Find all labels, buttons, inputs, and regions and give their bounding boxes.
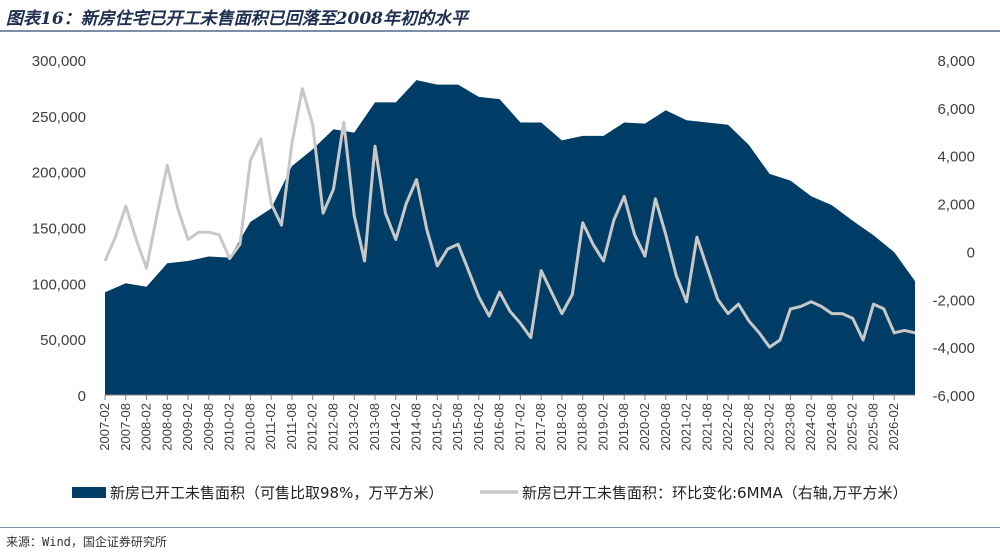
x-tick-label: 2022-08 <box>741 403 756 451</box>
x-tick-label: 2012-08 <box>326 403 341 451</box>
line-layer <box>103 87 916 349</box>
x-tick-label: 2025-02 <box>845 403 860 451</box>
x-tick-label: 2025-08 <box>866 403 881 451</box>
x-tick-label: 2021-02 <box>679 403 694 451</box>
x-tick-label: 2017-08 <box>533 403 548 451</box>
x-tick-label: 2011-02 <box>263 403 278 450</box>
x-tick-label: 2008-08 <box>159 403 174 451</box>
x-tick-label: 2018-02 <box>554 403 569 451</box>
left-tick-label: 200,000 <box>32 165 86 182</box>
x-tick-label: 2024-08 <box>824 403 839 451</box>
legend-label-area: 新房已开工未售面积（可售比取98%，万平方米） <box>110 484 443 502</box>
x-tick-label: 2007-02 <box>97 403 112 451</box>
x-tick-label: 2013-02 <box>346 403 361 451</box>
x-tick-label: 2010-08 <box>242 403 257 451</box>
x-tick-label: 2012-02 <box>305 403 320 451</box>
x-tick-label: 2015-02 <box>429 403 444 451</box>
legend: 新房已开工未售面积（可售比取98%，万平方米） 新房已开工未售面积：环比变化:6… <box>72 484 908 502</box>
x-tick-label: 2026-02 <box>886 403 901 451</box>
x-tick-label: 2013-08 <box>367 403 382 451</box>
x-tick-label: 2017-02 <box>512 403 527 451</box>
x-axis: 2007-02 2007-08 2008-02 2008-08 2009-02 2009-… <box>97 394 915 451</box>
x-tick-label: 2009-08 <box>201 403 216 451</box>
x-tick-label: 2019-02 <box>596 403 611 451</box>
legend-label-line: 新房已开工未售面积：环比变化:6MMA（右轴,万平方米） <box>522 484 908 502</box>
source-divider <box>0 527 1000 528</box>
x-tick-label: 2007-08 <box>118 403 133 451</box>
legend-swatch-area <box>72 487 106 498</box>
left-tick-label: 150,000 <box>32 221 86 238</box>
right-tick-label: 4,000 <box>937 149 975 166</box>
x-tick-label: 2020-02 <box>637 403 652 451</box>
x-tick-label: 2014-08 <box>409 403 424 451</box>
left-tick-label: 250,000 <box>32 109 86 126</box>
x-tick-label: 2018-08 <box>575 403 590 451</box>
x-tick-label: 2024-02 <box>803 403 818 451</box>
x-tick-label: 2023-02 <box>762 403 777 451</box>
right-tick-label: 6,000 <box>937 101 975 118</box>
right-tick-label: 2,000 <box>937 197 975 214</box>
right-tick-label: -2,000 <box>932 292 975 309</box>
x-tick-label: 2010-02 <box>222 403 237 451</box>
right-tick-label: 0 <box>967 244 975 261</box>
area-series-unsold-area <box>105 80 915 395</box>
left-tick-label: 300,000 <box>32 53 86 70</box>
right-tick-label: 8,000 <box>937 53 975 70</box>
left-axis: 0 50,000 100,000 150,000 200,000 250,000 300,0… <box>32 53 86 405</box>
x-tick-label: 2020-08 <box>658 403 673 451</box>
x-tick-label: 2008-02 <box>139 403 154 451</box>
x-tick-label: 2021-08 <box>699 403 714 451</box>
x-tick-label: 2011-08 <box>284 403 299 450</box>
x-tick-label: 2016-08 <box>492 403 507 451</box>
title-divider <box>0 30 1000 32</box>
left-tick-label: 50,000 <box>40 332 86 349</box>
x-tick-label: 2016-02 <box>471 403 486 451</box>
left-tick-label: 0 <box>78 388 86 405</box>
x-tick-label: 2019-08 <box>616 403 631 451</box>
x-tick-label: 2022-02 <box>720 403 735 451</box>
page-title: 图表16：新房住宅已开工未售面积已回落至2008年初的水平 <box>6 9 468 29</box>
left-tick-label: 100,000 <box>32 276 86 293</box>
x-tick-label: 2023-08 <box>782 403 797 451</box>
x-tick-label: 2009-02 <box>180 403 195 451</box>
source-note: 来源：Wind，国企证券研究所 <box>6 535 167 549</box>
right-axis: -6,000 -4,000 -2,000 0 2,000 4,000 6,000 8,000 <box>932 53 975 405</box>
line-series-mom-change <box>103 87 916 349</box>
right-tick-label: -4,000 <box>932 340 975 357</box>
area-layer <box>105 80 915 395</box>
x-tick-label: 2015-08 <box>450 403 465 451</box>
right-tick-label: -6,000 <box>932 388 975 405</box>
x-tick-label: 2014-02 <box>388 403 403 451</box>
